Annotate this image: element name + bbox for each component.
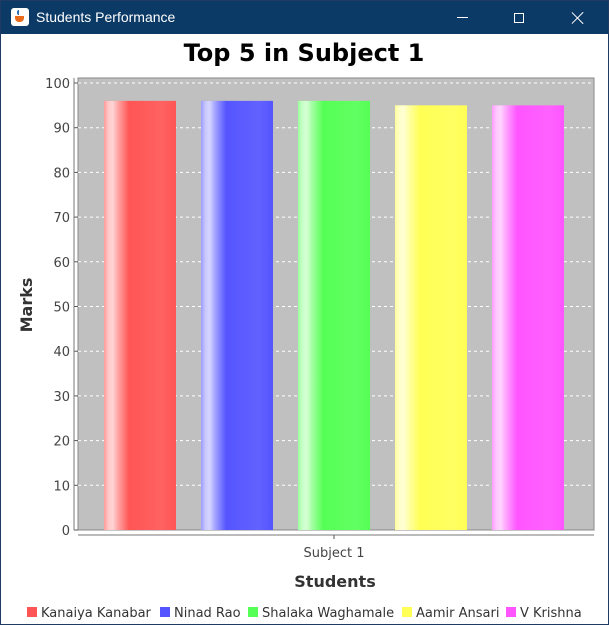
- y-tick-label: 20: [53, 435, 70, 450]
- window-title: Students Performance: [36, 9, 176, 25]
- bar-highlight: [201, 100, 273, 530]
- legend-swatch: [27, 607, 37, 617]
- minimize-icon: [456, 17, 468, 18]
- legend-swatch: [160, 607, 170, 617]
- legend-label: Ninad Rao: [174, 606, 241, 621]
- legend-label: V Krishna: [520, 606, 582, 621]
- x-axis-label: Students: [294, 572, 375, 591]
- maximize-button[interactable]: [496, 1, 542, 34]
- y-tick-label: 10: [53, 479, 70, 494]
- y-tick-label: 50: [53, 301, 70, 316]
- legend-swatch: [402, 607, 412, 617]
- bar-highlight: [104, 100, 176, 530]
- legend-label: Kanaiya Kanabar: [41, 606, 152, 621]
- y-tick-label: 100: [45, 77, 70, 92]
- minimize-button[interactable]: [439, 1, 485, 34]
- legend-swatch: [248, 607, 258, 617]
- y-tick-label: 60: [53, 256, 70, 271]
- y-tick-label: 80: [53, 166, 70, 181]
- java-cup-icon: [11, 8, 29, 26]
- legend-label: Shalaka Waghamale: [262, 606, 394, 621]
- y-axis-label: Marks: [17, 278, 36, 333]
- title-bar[interactable]: Students Performance: [1, 1, 608, 34]
- y-tick-label: 30: [53, 390, 70, 405]
- x-tick-label: Subject 1: [303, 546, 364, 561]
- bar-highlight: [492, 105, 564, 530]
- chart-title: Top 5 in Subject 1: [184, 39, 425, 67]
- y-tick-label: 70: [53, 211, 70, 226]
- legend-swatch: [506, 607, 516, 617]
- y-tick-label: 0: [62, 524, 70, 539]
- maximize-icon: [514, 12, 524, 23]
- bar-highlight: [298, 100, 370, 530]
- y-tick-label: 40: [53, 345, 70, 360]
- bar-highlight: [395, 105, 467, 530]
- legend-label: Aamir Ansari: [416, 606, 499, 621]
- y-tick-label: 90: [53, 122, 70, 137]
